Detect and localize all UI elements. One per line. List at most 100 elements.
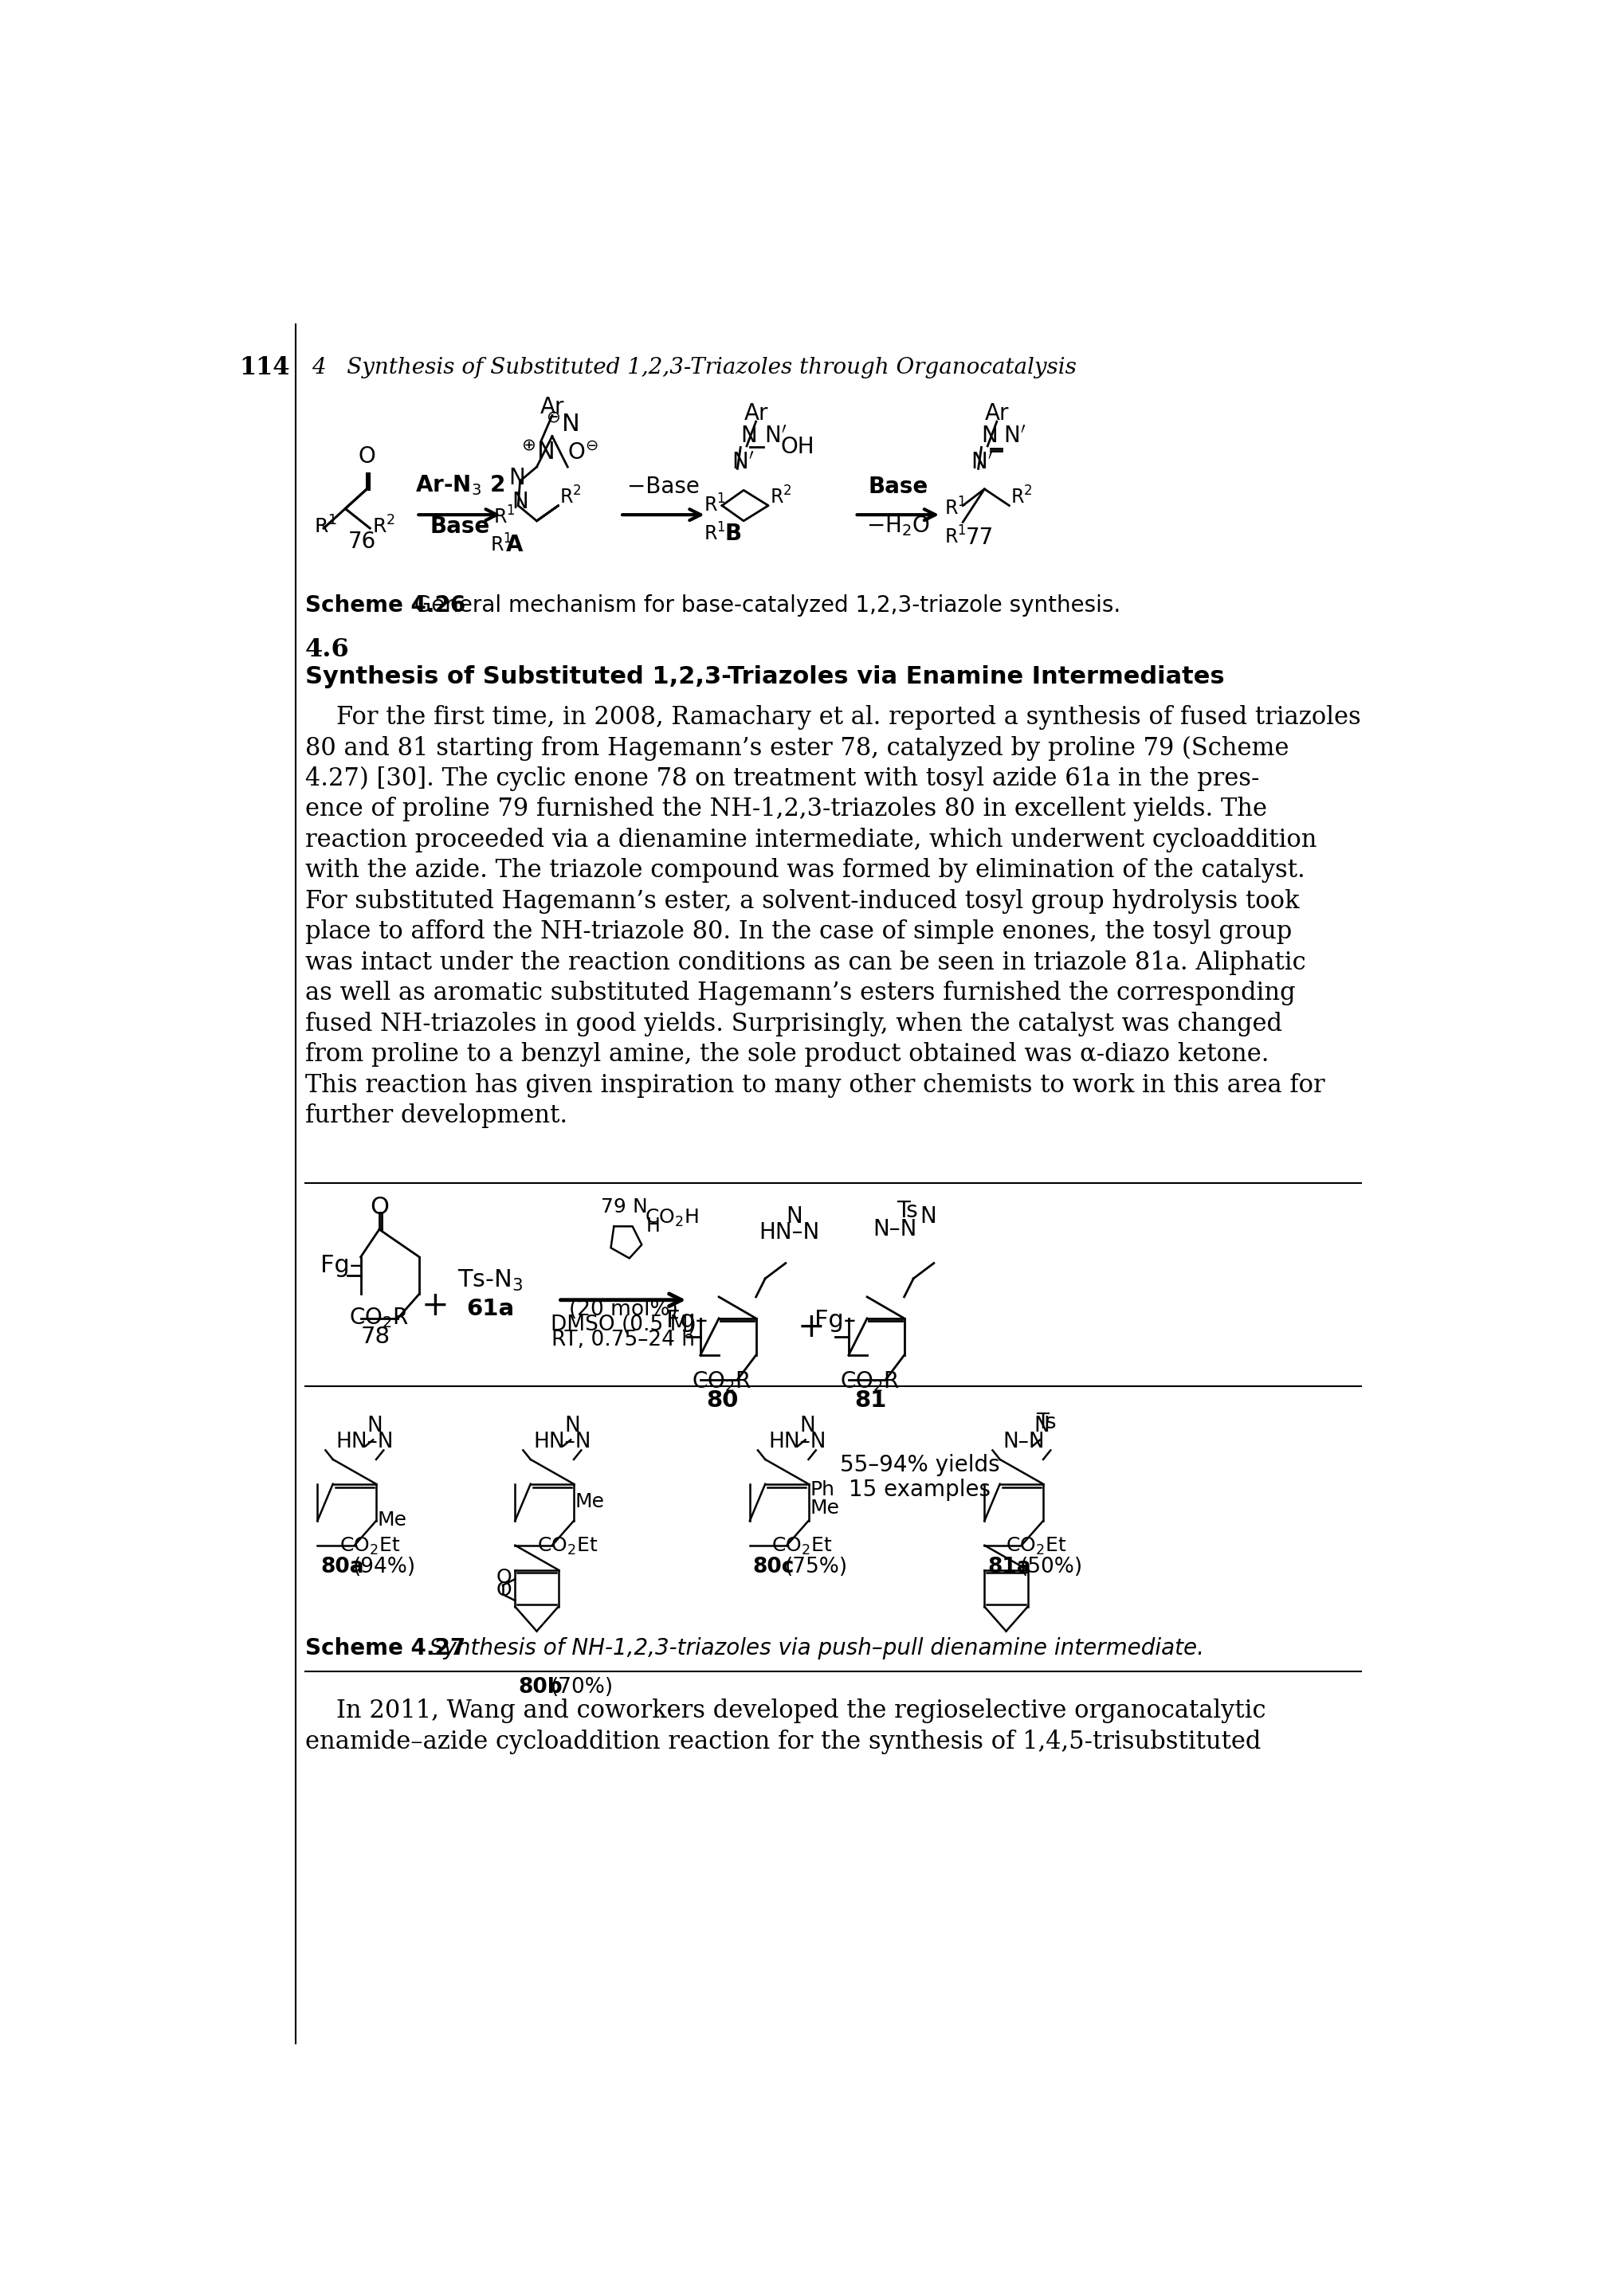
Text: 81a: 81a <box>988 1557 1031 1577</box>
Text: Fg–: Fg– <box>666 1309 708 1332</box>
Text: R$^1$: R$^1$ <box>945 496 967 519</box>
Text: CO$_2$Et: CO$_2$Et <box>1005 1536 1066 1557</box>
Text: 80b: 80b <box>519 1676 562 1697</box>
Text: Base: Base <box>868 475 929 498</box>
Text: −H$_2$O: −H$_2$O <box>866 514 930 537</box>
Text: R$^1$: R$^1$ <box>490 535 512 556</box>
Text: O: O <box>370 1196 389 1219</box>
Text: reaction proceeded via a dienamine intermediate, which underwent cycloaddition: reaction proceeded via a dienamine inter… <box>306 827 1316 852</box>
Text: 81: 81 <box>855 1389 887 1412</box>
Text: For substituted Hagemann’s ester, a solvent-induced tosyl group hydrolysis took: For substituted Hagemann’s ester, a solv… <box>306 889 1300 914</box>
Text: 80: 80 <box>706 1389 738 1412</box>
Text: N: N <box>367 1417 383 1437</box>
Text: N: N <box>919 1205 937 1228</box>
Text: ence of proline 79 furnished the NH-1,2,3-triazoles 80 in excellent yields. The: ence of proline 79 furnished the NH-1,2,… <box>306 797 1266 822</box>
Text: In 2011, Wang and coworkers developed the regioselective organocatalytic: In 2011, Wang and coworkers developed th… <box>306 1699 1266 1724</box>
Text: Ts: Ts <box>897 1199 917 1221</box>
Text: was intact under the reaction conditions as can be seen in triazole 81a. Aliphat: was intact under the reaction conditions… <box>306 951 1306 976</box>
Text: CO$_2$Et: CO$_2$Et <box>536 1536 597 1557</box>
Text: 4.6: 4.6 <box>306 638 349 661</box>
Text: N: N <box>786 1205 802 1228</box>
Text: HN–N: HN–N <box>768 1430 826 1451</box>
Text: OH: OH <box>781 436 815 459</box>
Text: 15 examples: 15 examples <box>849 1479 991 1502</box>
Text: N–N: N–N <box>873 1217 917 1240</box>
Text: $^{\oplus}$N: $^{\oplus}$N <box>522 441 554 464</box>
Text: N$^{\prime}$: N$^{\prime}$ <box>1002 425 1026 448</box>
Text: O: O <box>496 1580 512 1600</box>
Text: 79: 79 <box>600 1199 626 1217</box>
Text: N–N: N–N <box>1002 1430 1045 1451</box>
Text: CO$_2$R: CO$_2$R <box>692 1368 752 1394</box>
Text: (70%): (70%) <box>551 1676 613 1697</box>
Text: 55–94% yields: 55–94% yields <box>839 1453 999 1476</box>
Text: (75%): (75%) <box>784 1557 849 1577</box>
Text: Me: Me <box>575 1492 605 1511</box>
Text: 77: 77 <box>965 526 994 549</box>
Text: Ar: Ar <box>985 402 1009 425</box>
Text: fused NH-triazoles in good yields. Surprisingly, when the catalyst was changed: fused NH-triazoles in good yields. Surpr… <box>306 1013 1282 1035</box>
Text: O: O <box>496 1568 512 1587</box>
Text: R$^1$: R$^1$ <box>493 507 516 528</box>
Text: (94%): (94%) <box>352 1557 416 1577</box>
Text: R$^2$: R$^2$ <box>560 487 581 507</box>
Text: Fg–: Fg– <box>320 1254 362 1277</box>
Text: 4   Synthesis of Substituted 1,2,3-Triazoles through Organocatalysis: 4 Synthesis of Substituted 1,2,3-Triazol… <box>311 356 1076 379</box>
Text: Ar-N$_3$ 2: Ar-N$_3$ 2 <box>415 473 504 496</box>
Text: 76: 76 <box>349 530 376 553</box>
Text: R$^2$: R$^2$ <box>770 487 791 507</box>
Text: Scheme 4.27: Scheme 4.27 <box>306 1637 466 1660</box>
Text: Ts-N$_3$: Ts-N$_3$ <box>458 1270 524 1293</box>
Text: N$^{\prime}$: N$^{\prime}$ <box>970 452 993 473</box>
Text: HN–N: HN–N <box>533 1430 591 1451</box>
Text: Me: Me <box>810 1499 839 1518</box>
Text: (20 mol%): (20 mol%) <box>568 1300 677 1320</box>
Text: +: + <box>797 1311 826 1343</box>
Text: General mechanism for base-catalyzed 1,2,3-triazole synthesis.: General mechanism for base-catalyzed 1,2… <box>407 595 1121 618</box>
Text: A: A <box>506 535 524 556</box>
Text: +: + <box>421 1290 448 1322</box>
Text: Fg–: Fg– <box>815 1309 857 1332</box>
Text: Base: Base <box>429 517 490 537</box>
Text: Me: Me <box>378 1511 407 1529</box>
Text: O$^{\ominus}$: O$^{\ominus}$ <box>568 443 599 464</box>
Text: as well as aromatic substituted Hagemann’s esters furnished the corresponding: as well as aromatic substituted Hagemann… <box>306 980 1295 1006</box>
Text: N: N <box>981 425 997 448</box>
Text: R$^2$: R$^2$ <box>371 517 395 537</box>
Text: R$^1$: R$^1$ <box>314 517 338 537</box>
Text: 80 and 81 starting from Hagemann’s ester 78, catalyzed by proline 79 (Scheme: 80 and 81 starting from Hagemann’s ester… <box>306 735 1289 760</box>
Text: 114: 114 <box>239 356 290 379</box>
Text: Synthesis of NH-1,2,3-triazoles via push–pull dienamine intermediate.: Synthesis of NH-1,2,3-triazoles via push… <box>423 1637 1204 1660</box>
Text: N: N <box>799 1417 815 1437</box>
Text: Scheme 4.26: Scheme 4.26 <box>306 595 466 618</box>
Text: N: N <box>1034 1417 1050 1437</box>
Text: CO$_2$H: CO$_2$H <box>645 1208 698 1228</box>
Text: Synthesis of Substituted 1,2,3-Triazoles via Enamine Intermediates: Synthesis of Substituted 1,2,3-Triazoles… <box>306 666 1225 689</box>
Text: 80a: 80a <box>320 1557 363 1577</box>
Text: $^{\ominus}$N: $^{\ominus}$N <box>546 413 578 436</box>
Text: 80c: 80c <box>752 1557 794 1577</box>
Text: Ar: Ar <box>744 402 768 425</box>
Text: H: H <box>647 1217 660 1235</box>
Text: R$^1$: R$^1$ <box>703 523 725 544</box>
Text: −Base: −Base <box>628 475 700 498</box>
Text: CO$_2$R: CO$_2$R <box>349 1306 410 1329</box>
Text: Ph: Ph <box>810 1481 834 1499</box>
Text: N: N <box>565 1417 580 1437</box>
Text: B: B <box>725 523 741 546</box>
Text: N: N <box>741 425 757 448</box>
Text: HN–N: HN–N <box>336 1430 394 1451</box>
Text: R$^2$: R$^2$ <box>1010 487 1033 507</box>
Text: enamide–azide cycloaddition reaction for the synthesis of 1,4,5-trisubstituted: enamide–azide cycloaddition reaction for… <box>306 1729 1262 1754</box>
Text: Ts: Ts <box>1036 1412 1057 1433</box>
Text: This reaction has given inspiration to many other chemists to work in this area : This reaction has given inspiration to m… <box>306 1072 1326 1097</box>
Text: from proline to a benzyl amine, the sole product obtained was α-diazo ketone.: from proline to a benzyl amine, the sole… <box>306 1042 1270 1068</box>
Text: CO$_2$R: CO$_2$R <box>841 1368 900 1394</box>
Text: N$^{\prime}$: N$^{\prime}$ <box>764 425 786 448</box>
Text: CO$_2$Et: CO$_2$Et <box>772 1536 833 1557</box>
Text: O: O <box>359 445 376 468</box>
Text: DMSO (0.5 M): DMSO (0.5 M) <box>551 1316 696 1336</box>
Text: place to afford the NH-triazole 80. In the case of simple enones, the tosyl grou: place to afford the NH-triazole 80. In t… <box>306 921 1292 944</box>
Text: 78: 78 <box>360 1325 391 1348</box>
Text: N: N <box>632 1199 647 1217</box>
